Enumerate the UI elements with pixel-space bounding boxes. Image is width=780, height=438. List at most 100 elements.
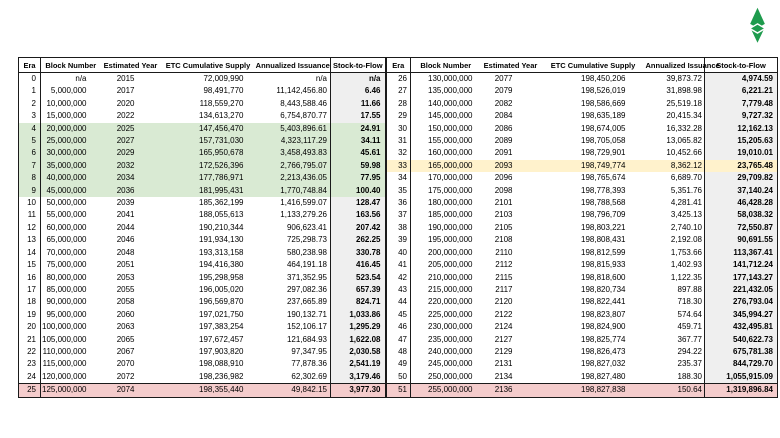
table-row: 15 75,000,000 2051 194,416,380 464,191.18 416… [18, 259, 778, 272]
cell-left-block: 80,000,000 [46, 272, 87, 282]
cell-left-supply: 193,313,158 [199, 247, 244, 257]
cell-right-block: 170,000,000 [428, 173, 473, 183]
cell-left-block: 75,000,000 [46, 260, 87, 270]
cell-right-block: 155,000,000 [428, 136, 473, 146]
cell-left-s2f: 3,977.30 [330, 383, 387, 398]
cell-left-s2f: 262.25 [330, 234, 387, 247]
cell-right-supply: 198,827,032 [581, 359, 626, 369]
col-header-right-block-number: Block Number [410, 57, 481, 73]
cell-right-supply: 198,674,005 [581, 123, 626, 133]
cell-left-year: 2039 [116, 198, 135, 208]
cell-left-block: 60,000,000 [46, 222, 87, 232]
cell-left-s2f: 207.42 [330, 221, 387, 235]
cell-right-issuance: 3,425.13 [670, 210, 702, 220]
cell-right-year: 2112 [495, 260, 513, 270]
cell-left-supply: 197,383,254 [199, 322, 244, 332]
cell-left-s2f: 523.54 [330, 271, 387, 284]
cell-right-year: 2096 [494, 173, 513, 183]
cell-right-era: 39 [385, 234, 411, 247]
cell-left-era: 11 [18, 209, 41, 222]
cell-left-s2f: 100.40 [330, 184, 387, 198]
cell-right-supply: 198,822,441 [581, 297, 626, 307]
col-header-left-stock-to-flow: Stock-to-Flow [330, 57, 387, 73]
cell-left-s2f: 128.47 [330, 197, 387, 210]
cell-right-era: 43 [385, 283, 411, 297]
cell-right-year: 2105 [494, 222, 513, 232]
cell-right-issuance: 13,065.82 [666, 136, 702, 146]
cell-left-era: 18 [18, 296, 41, 309]
cell-left-issuance: 77,878.36 [291, 359, 327, 369]
cell-left-issuance: 725,298.73 [286, 235, 327, 245]
cell-right-year: 2103 [494, 210, 513, 220]
cell-left-era: 23 [18, 358, 41, 371]
header-row: Era Block Number Estimated Year ETC Cumulat… [18, 57, 778, 73]
cell-left-s2f: 163.56 [330, 209, 387, 222]
col-header-left-annualized-issuance: Annualized Issuance [255, 57, 331, 73]
cell-left-block: 100,000,000 [42, 322, 87, 332]
cell-right-issuance: 2,192.08 [670, 235, 702, 245]
cell-right-era: 42 [385, 271, 411, 284]
cell-right-era: 32 [385, 147, 411, 160]
cell-right-s2f: 1,319,896.84 [704, 383, 778, 398]
cell-right-supply: 198,765,674 [581, 173, 626, 183]
cell-left-block: n/a [75, 74, 87, 83]
cell-right-block: 180,000,000 [428, 198, 473, 208]
cell-right-year: 2091 [494, 148, 513, 158]
cell-right-block: 210,000,000 [428, 272, 473, 282]
cell-left-year: 2065 [116, 334, 135, 344]
cell-right-issuance: 367.77 [677, 334, 702, 344]
cell-left-s2f: 11.66 [330, 97, 387, 111]
cell-right-s2f: 9,727.32 [704, 110, 778, 123]
cell-left-supply: 177,786,971 [160, 172, 256, 185]
cell-left-era: 12 [18, 221, 41, 235]
cell-right-s2f: 37,140.24 [704, 184, 778, 198]
cell-right-issuance: 150.64 [645, 383, 705, 398]
cell-right-year: 2131 [494, 359, 513, 369]
cell-left-s2f: 2,541.19 [330, 358, 387, 371]
cell-left-supply: 198,088,910 [199, 359, 244, 369]
cell-left-era: 4 [18, 122, 41, 136]
cell-left-issuance: 371,352.95 [286, 272, 327, 282]
cell-left-issuance: 297,082.36 [286, 284, 327, 294]
cell-right-s2f: 19,010.01 [704, 147, 778, 160]
cell-right-supply: 198,825,774 [581, 334, 626, 344]
cell-left-year: 2025 [100, 122, 161, 136]
cell-right-supply: 198,749,774 [540, 159, 646, 173]
table-row: 5 25,000,000 2027 157,731,030 4,323,117.29 34… [18, 135, 778, 148]
cell-left-supply: 98,491,770 [203, 86, 244, 96]
col-header-left-etc-cumulative-supply: ETC Cumulative Supply [160, 57, 256, 73]
cell-right-era: 36 [385, 197, 411, 210]
cell-right-era: 41 [385, 259, 411, 272]
ethereum-classic-logo [747, 7, 768, 45]
cell-right-s2f: 844,729.70 [704, 358, 778, 371]
cell-right-issuance: 294.22 [677, 346, 702, 356]
cell-left-issuance: 62,302.69 [291, 371, 327, 381]
cell-right-era: 29 [385, 110, 411, 123]
cell-right-supply: 198,729,901 [581, 148, 626, 158]
cell-right-block: 140,000,000 [428, 98, 473, 108]
cell-left-issuance: 97,347.95 [291, 346, 327, 356]
col-header-right-annualized-issuance: Annualized Issuance [645, 57, 720, 73]
cell-right-s2f: 432,495.81 [704, 321, 778, 334]
cell-left-year: 2029 [100, 147, 161, 160]
cell-left-era: 5 [18, 135, 41, 148]
cell-right-block: 150,000,000 [428, 123, 473, 133]
cell-right-issuance: 2,740.10 [670, 222, 702, 232]
cell-left-s2f: 1,033.86 [330, 308, 387, 322]
cell-right-s2f: 46,428.28 [704, 197, 778, 210]
cell-left-era: 14 [18, 246, 41, 260]
cell-left-supply: 196,005,020 [199, 284, 244, 294]
cell-right-year: 2122 [494, 309, 513, 319]
cell-right-s2f: 72,550.87 [704, 221, 778, 235]
cell-left-era: 21 [18, 333, 41, 346]
cell-left-s2f: 1,622.08 [330, 333, 387, 346]
cell-right-era: 30 [385, 122, 411, 136]
cell-left-supply: 165,950,678 [160, 147, 256, 160]
cell-right-year: 2089 [494, 136, 513, 146]
cell-right-supply: 198,635,189 [581, 111, 626, 121]
table-body: 0 n/a 2015 72,009,990 n/a n/a 26 130,000,000 207… [18, 72, 778, 398]
cell-right-block: 165,000,000 [410, 159, 481, 173]
cell-left-supply: 185,362,199 [199, 198, 244, 208]
cell-left-year: 2046 [116, 235, 135, 245]
cell-left-year: 2063 [116, 322, 135, 332]
